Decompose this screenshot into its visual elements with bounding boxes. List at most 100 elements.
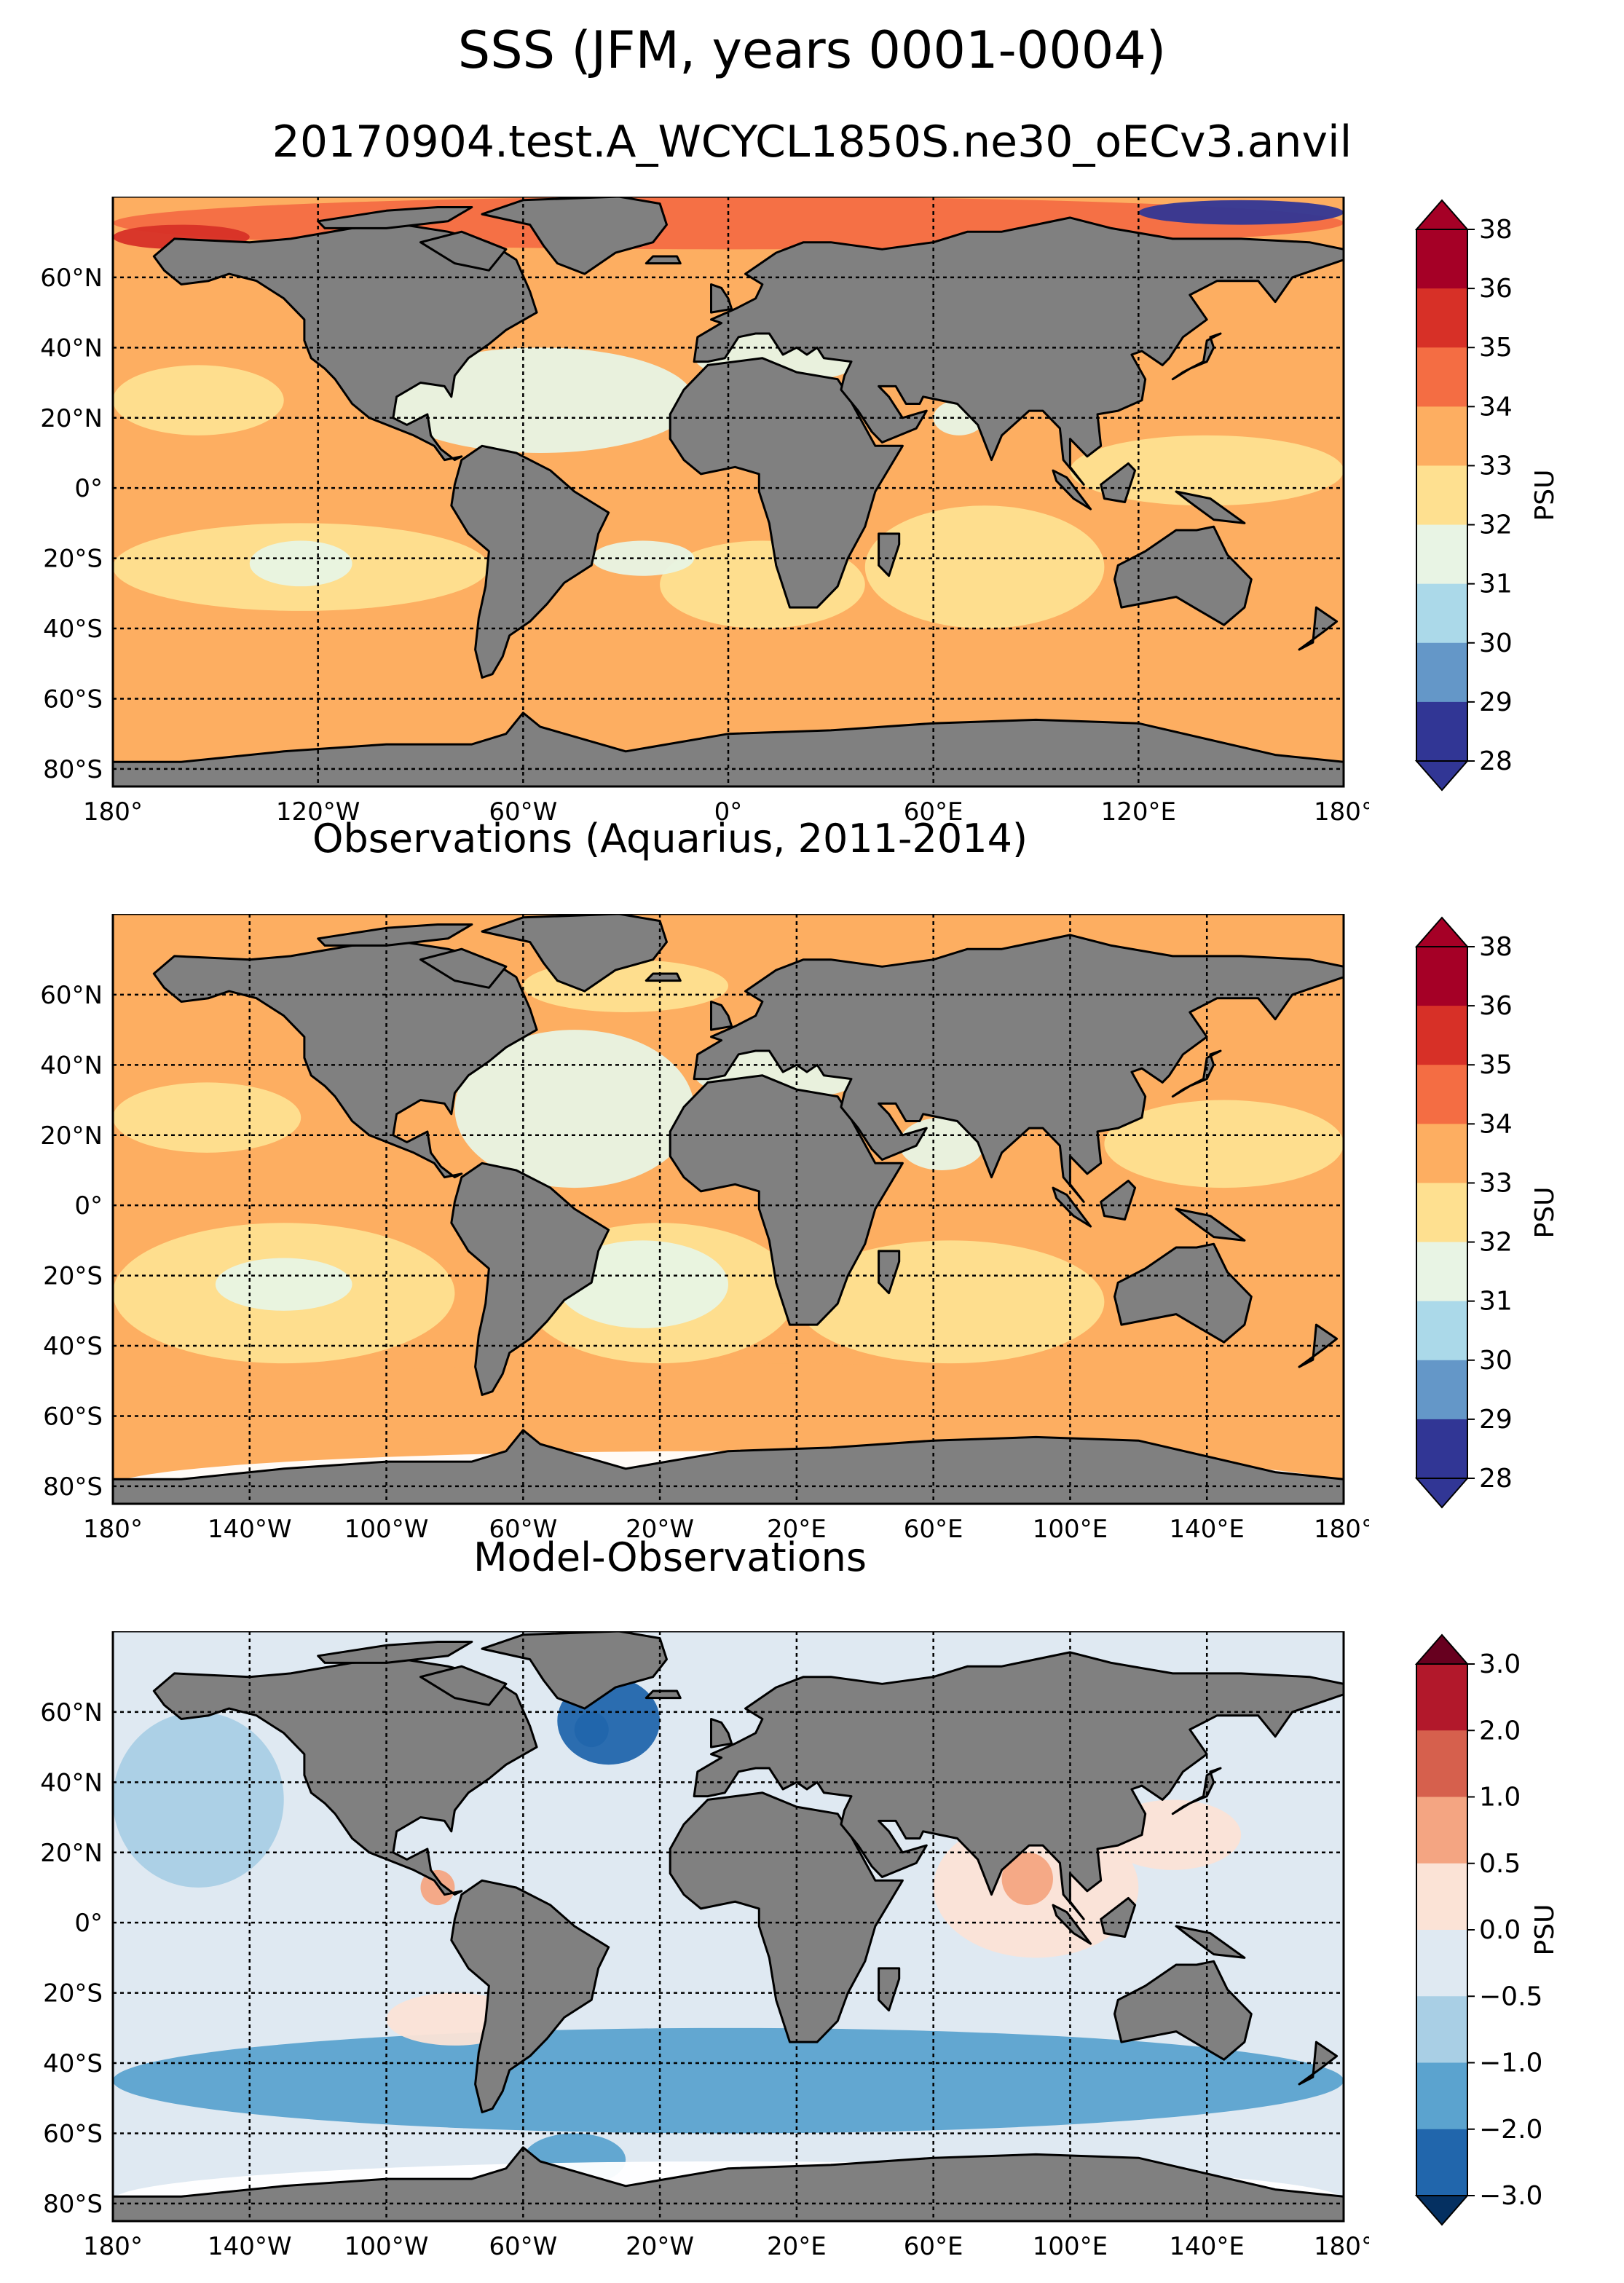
map-panel-model: 60°N 40°N 20°N 0° 20°S 40°S 60°S 80°S 180° 120°W 6… [40, 197, 1369, 827]
landmass-arctic-islands [317, 923, 473, 947]
salinity-region [1138, 200, 1344, 225]
colorbar-extend-bottom [1414, 2195, 1470, 2226]
colorbar-extend-bottom [1414, 760, 1470, 792]
colorbar-frame [1416, 229, 1468, 762]
landmass-uk [710, 1001, 733, 1031]
figure-title: SSS (JFM, years 0001-0004) [457, 20, 1167, 80]
colorbar-segment [1416, 2062, 1467, 2130]
latitude-tick-label: 60°N [40, 981, 103, 1010]
salinity-region [113, 1711, 284, 1888]
colorbar-tick-label: 30 [1479, 1346, 1513, 1376]
colorbar-segment [1416, 1124, 1467, 1183]
salinity-region [386, 347, 695, 453]
salinity-region [113, 2027, 1344, 2134]
landmass-baffin [419, 947, 508, 989]
colorbar-tick-label: 3.0 [1479, 1649, 1521, 1679]
landmass-south-america [450, 444, 610, 679]
longitude-tick-label: 180° [83, 2232, 143, 2261]
colorbar-tick-label: 31 [1479, 1287, 1513, 1317]
longitude-tick-label: 140°W [208, 1515, 292, 1544]
colorbar-tick-label: 38 [1479, 932, 1513, 962]
salinity-region [591, 540, 695, 576]
longitude-tick-label: 60°W [489, 2232, 557, 2261]
panel-title-diff: Model-Observations [473, 1534, 867, 1580]
longitude-tick-label: 60°E [904, 2232, 963, 2261]
colorbar-tick-label: 33 [1479, 1168, 1513, 1198]
salinity-region [113, 365, 284, 435]
landmass-new-guinea [1175, 490, 1246, 524]
longitude-tick-label: 180° [83, 797, 143, 827]
landmass-uk [710, 283, 733, 314]
latitude-tick-label: 60°S [43, 2119, 103, 2148]
colorbar-model: 38 36 35 34 33 32 31 30 29 28 PSU [1414, 199, 1560, 792]
landmass-south-america [450, 1879, 610, 2113]
colorbar-segment [1416, 1065, 1467, 1124]
map-frame [111, 914, 1345, 1505]
latitude-tick-label: 60°S [43, 685, 103, 714]
map-frame [111, 1631, 1345, 2223]
salinity-region [574, 1711, 609, 1748]
landmass-iceland [645, 255, 682, 265]
colorbar-tick-label: 35 [1479, 333, 1513, 363]
colorbar-tick-label: 32 [1479, 510, 1513, 540]
landmass-sumatra [1052, 1186, 1092, 1228]
colorbar-tick-label: −3.0 [1479, 2181, 1542, 2211]
landmass-borneo [1100, 1179, 1137, 1221]
landmass-uk [710, 1718, 733, 1748]
salinity-region [557, 1240, 729, 1328]
colorbar-segment [1416, 1863, 1467, 1931]
salinity-region [1104, 1100, 1344, 1188]
latitude-tick-label: 20°N [40, 1839, 103, 1868]
figure-subtitle: 20170904.test.A_WCYCL1850S.ne30_oECv3.an… [272, 117, 1352, 167]
colorbar-segment [1416, 406, 1467, 466]
longitude-tick-label: 100°W [344, 2232, 429, 2261]
longitude-tick-label: 120°E [1101, 797, 1176, 827]
longitude-tick-label: 180° [1314, 1515, 1369, 1544]
colorbar-segment [1416, 583, 1467, 644]
colorbar-extend-top [1414, 1633, 1470, 1665]
colorbar-tick-label: 1.0 [1479, 1783, 1521, 1813]
colorbar-tick-label: 28 [1479, 746, 1513, 776]
longitude-tick-label: 60°E [904, 797, 963, 827]
colorbar-segment [1416, 1006, 1467, 1065]
colorbar-segment [1416, 642, 1467, 703]
landmass-sumatra [1052, 1904, 1092, 1945]
colorbar-difference: 3.0 2.0 1.0 0.5 0.0 −0.5 −1.0 −2.0 −3.0 PSU [1414, 1633, 1560, 2226]
landmass-madagascar [878, 532, 901, 577]
latitude-tick-label: 40°N [40, 1051, 103, 1080]
longitude-tick-label: 60°E [904, 1515, 963, 1544]
landmass-iceland [645, 1689, 682, 1700]
landmass-arctic-islands [317, 1641, 473, 1664]
landmass-baffin [419, 230, 508, 272]
landmass-japan [1171, 332, 1222, 381]
colorbar-segment [1416, 1996, 1467, 2063]
latitude-tick-label: 20°N [40, 1121, 103, 1151]
longitude-tick-label: 60°W [489, 797, 557, 827]
latitude-tick-label: 20°S [43, 1979, 103, 2008]
colorbar-segment [1416, 288, 1467, 348]
longitude-tick-label: 180° [1314, 2232, 1369, 2261]
longitude-tick-label: 180° [83, 1515, 143, 1544]
colorbar-segment [1416, 229, 1467, 289]
landmass-borneo [1100, 462, 1137, 503]
map-panel-difference: 60°N 40°N 20°N 0° 20°S 40°S 60°S 80°S 180° 140°W 1… [40, 1631, 1369, 2261]
colorbar-tick-label: −2.0 [1479, 2115, 1542, 2145]
colorbar-segment [1416, 947, 1467, 1006]
salinity-region [454, 1030, 695, 1188]
longitude-tick-label: 140°E [1170, 2232, 1245, 2261]
colorbar-segment [1416, 465, 1467, 526]
colorbar-segment [1416, 1797, 1467, 1864]
colorbar-segment [1416, 347, 1467, 407]
map-panel-observations: 60°N 40°N 20°N 0° 20°S 40°S 60°S 80°S 180° 140°W 1… [40, 914, 1369, 1544]
colorbar-tick-label: 33 [1479, 451, 1513, 481]
landmass-madagascar [878, 1250, 901, 1295]
colorbar-extend-top [1414, 916, 1470, 947]
latitude-tick-label: 60°N [40, 264, 103, 293]
colorbar-tick-label: 36 [1479, 991, 1513, 1021]
longitude-tick-label: 120°W [276, 797, 360, 827]
landmass-australia [1113, 525, 1253, 626]
landmass-australia [1113, 1242, 1253, 1344]
salinity-region [864, 505, 1105, 629]
landmass-arctic-islands [317, 206, 473, 229]
map-frame [111, 197, 1345, 788]
